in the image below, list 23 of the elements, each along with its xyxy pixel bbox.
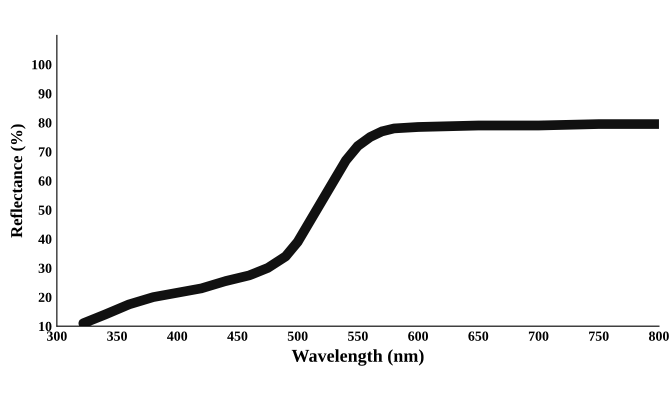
y-tick-label: 80: [38, 118, 52, 128]
y-tick-label: 20: [38, 292, 52, 302]
x-tick-label: 450: [227, 331, 248, 341]
x-tick-label: 700: [528, 331, 548, 341]
y-tick-label: 40: [38, 234, 52, 244]
x-tick-label: 350: [107, 331, 127, 341]
x-tick-label: 400: [167, 331, 188, 341]
y-tick-label: 70: [38, 147, 52, 157]
x-tick-label: 800: [649, 331, 669, 341]
x-tick-label: 550: [348, 331, 368, 341]
x-tick-label: 650: [468, 331, 488, 341]
y-axis-title: Reflectance (%): [10, 124, 26, 238]
x-tick-label: 300: [46, 331, 67, 341]
y-tick-label: 90: [38, 89, 52, 98]
x-axis-title: Wavelength (nm): [292, 349, 424, 366]
x-tick-label: 750: [589, 331, 609, 341]
y-tick-label: 60: [38, 176, 52, 186]
y-tick-label: 10: [39, 322, 52, 332]
x-tick-label: 500: [288, 331, 308, 341]
y-tick-label: 50: [38, 205, 52, 215]
x-tick-label: 600: [408, 331, 428, 341]
y-tick-label: 100: [32, 60, 52, 70]
y-tick-label: 30: [38, 264, 52, 273]
